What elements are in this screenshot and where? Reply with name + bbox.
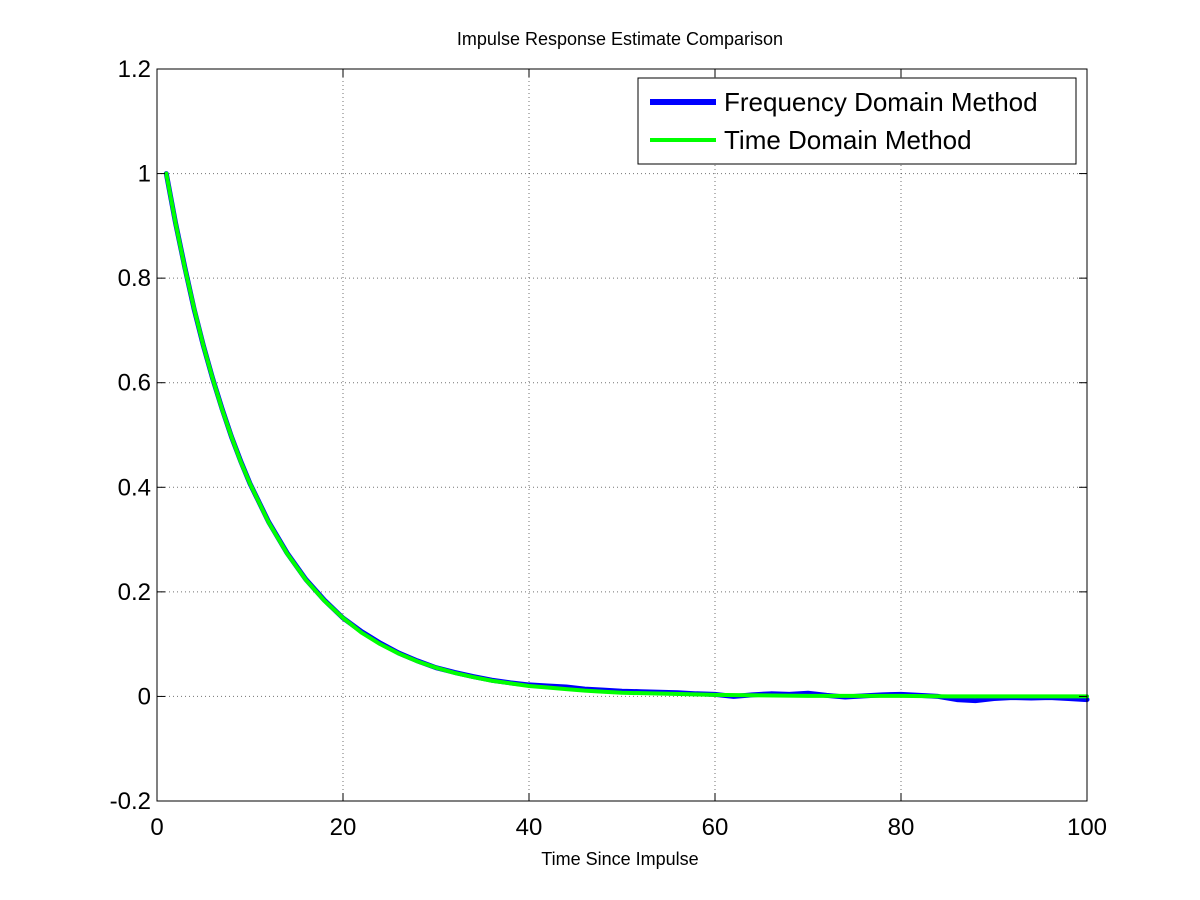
legend: Frequency Domain Method Time Domain Metho…	[637, 77, 1077, 165]
tick-labels: 0 20 40 60 80 100-0.200.20.40.60.811.2	[110, 56, 1107, 841]
y-tick-label: 0.2	[118, 579, 151, 606]
x-tick-label: 80	[888, 814, 915, 841]
x-tick-label: 20	[330, 814, 357, 841]
y-tick-label: 1	[138, 161, 151, 188]
series-lines	[163, 171, 1090, 704]
x-tick-label: 60	[702, 814, 729, 841]
legend-label-frequency-domain: Frequency Domain Method	[724, 87, 1038, 117]
plot-area-border	[156, 68, 1088, 802]
series-line-time-domain	[164, 171, 1089, 699]
grid-lines	[157, 69, 1087, 801]
legend-label-time-domain: Time Domain Method	[724, 125, 972, 155]
axes	[156, 68, 1088, 802]
y-tick-label: 0.4	[118, 474, 151, 501]
x-tick-label: 100	[1067, 814, 1107, 841]
x-tick-label: 0	[150, 814, 163, 841]
y-tick-label: 1.2	[118, 56, 151, 83]
y-tick-label: 0.6	[118, 370, 151, 397]
y-tick-label: 0.8	[118, 265, 151, 292]
legend-box	[637, 77, 1077, 165]
y-tick-label: 0	[138, 683, 151, 710]
chart-title: Impulse Response Estimate Comparison	[457, 29, 783, 49]
y-tick-label: -0.2	[110, 788, 151, 815]
x-axis-label: Time Since Impulse	[541, 849, 698, 869]
x-tick-label: 40	[516, 814, 543, 841]
